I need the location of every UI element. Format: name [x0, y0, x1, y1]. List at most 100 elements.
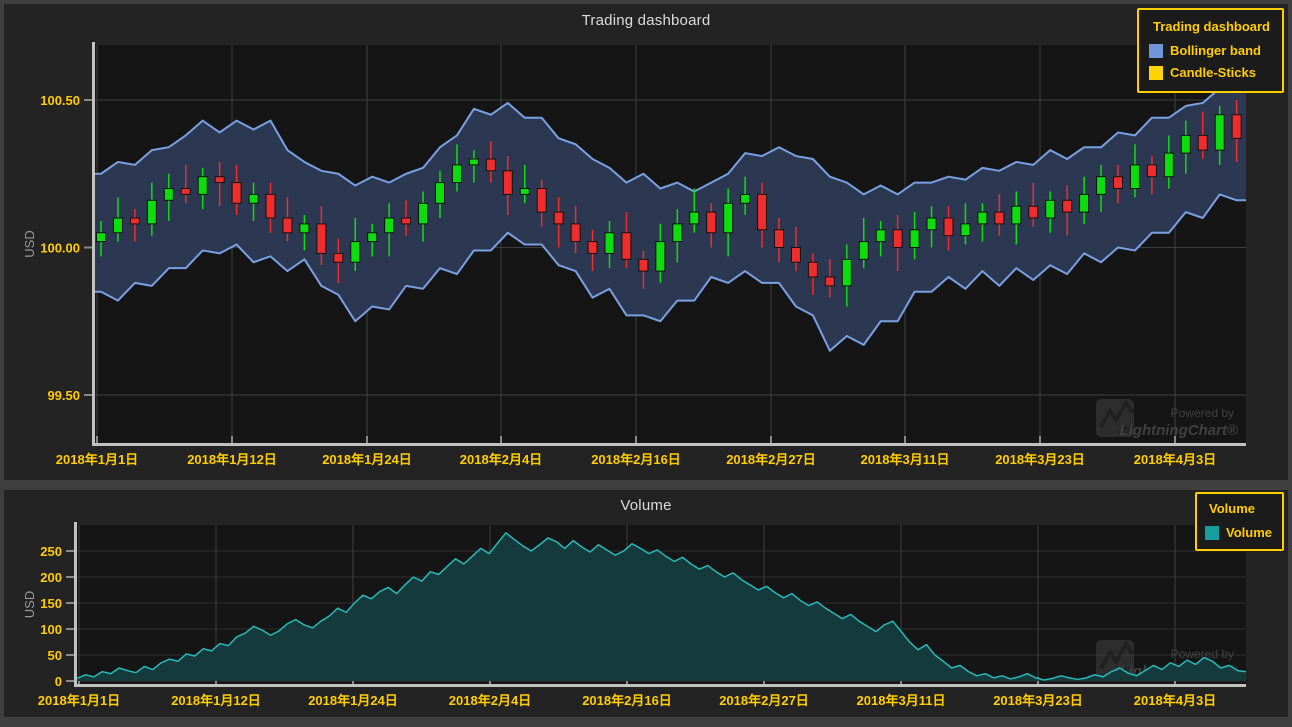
- y-axis-line[interactable]: [74, 522, 77, 687]
- candle-body: [774, 229, 784, 249]
- candle-body: [1028, 205, 1039, 219]
- price-chart-title: Trading dashboard: [581, 12, 711, 29]
- price-chart-panel: Trading dashboard JS Powered by LightningC…: [4, 4, 1288, 480]
- bollinger-upper-line: [95, 84, 1246, 196]
- candle-body: [214, 176, 225, 184]
- candle-body: [299, 223, 310, 234]
- candle-body: [1231, 114, 1242, 139]
- candle-body: [587, 241, 598, 254]
- candle-body: [163, 188, 174, 201]
- candle-body: [1180, 134, 1191, 154]
- logo-js-label: JS: [1118, 425, 1131, 436]
- candle-body: [435, 182, 445, 204]
- candle-body: [231, 182, 242, 204]
- candle-body: [1113, 176, 1123, 189]
- candle-body: [1129, 164, 1140, 189]
- legend-item-label: Candle-Sticks: [1169, 65, 1256, 80]
- candle-body: [604, 232, 615, 254]
- candle-body: [875, 229, 886, 243]
- legend-item-bollinger-band[interactable]: Bollinger band: [1148, 43, 1270, 58]
- x-axis-line[interactable]: [92, 443, 1246, 446]
- powered-by-label: Powered by: [1171, 647, 1234, 661]
- x-tick-label: 2018年1月12日: [171, 693, 261, 708]
- volume-chart-title: Volume: [620, 497, 672, 514]
- candle-body: [384, 217, 395, 234]
- x-tick-label: 2018年3月23日: [993, 693, 1083, 708]
- candle-body: [536, 188, 547, 213]
- candle-body: [807, 261, 818, 278]
- volume-chart-legend[interactable]: Volume Volume: [1195, 492, 1284, 551]
- candle-body: [333, 252, 344, 263]
- candle-body: [977, 211, 988, 225]
- lightning-zigzag-icon: [1099, 640, 1135, 669]
- x-tick-label: 2018年4月3日: [1134, 452, 1216, 467]
- y-tick-label: 250: [40, 544, 62, 559]
- x-tick-label: 2018年2月16日: [582, 693, 672, 708]
- candle-body: [367, 232, 378, 243]
- legend-item-label: Bollinger band: [1169, 43, 1261, 58]
- candle-body: [468, 158, 479, 166]
- legend-item-volume[interactable]: Volume: [1205, 525, 1272, 540]
- y-tick-label: 200: [40, 570, 62, 585]
- volume-line: [76, 532, 1247, 681]
- lightningchart-brand-label: LightningChart®: [1119, 422, 1238, 439]
- x-tick-label: 2018年2月27日: [726, 452, 816, 467]
- price-chart-legend[interactable]: Trading dashboard Bollinger band Candle-…: [1136, 8, 1284, 93]
- candle-body: [1079, 193, 1090, 213]
- y-tick-label: 99.50: [47, 388, 80, 403]
- candle-body: [943, 217, 954, 237]
- candle-body: [96, 232, 106, 243]
- x-tick-label: 2018年4月3日: [1134, 693, 1216, 708]
- candle-body: [112, 217, 123, 234]
- x-tick-label: 2018年1月24日: [322, 452, 412, 467]
- candle-body: [621, 232, 632, 260]
- y-tick-label: 150: [40, 596, 62, 611]
- candle-body: [1062, 199, 1073, 213]
- x-tick-label: 2018年3月23日: [995, 452, 1085, 467]
- candle-body: [757, 193, 768, 231]
- candle-body: [638, 258, 649, 272]
- bollinger-band-area: [95, 85, 1246, 351]
- y-axis-name: USD: [22, 591, 37, 618]
- candle-body: [570, 223, 581, 243]
- x-tick-label: 2018年2月16日: [591, 452, 681, 467]
- candle-body: [790, 247, 801, 263]
- candle-body: [892, 229, 903, 249]
- candle-body: [723, 202, 734, 234]
- x-tick-label: 2018年1月24日: [308, 693, 398, 708]
- candle-body: [994, 211, 1005, 225]
- legend-item-candle-sticks[interactable]: Candle-Sticks: [1148, 65, 1270, 80]
- candle-body: [909, 229, 920, 249]
- candle-body: [350, 241, 361, 263]
- y-axis-line[interactable]: [92, 42, 95, 446]
- candle-body: [740, 193, 751, 204]
- candle-body: [401, 217, 412, 225]
- candle-body: [197, 176, 208, 195]
- candlestick-series: [96, 100, 1242, 307]
- candle-body: [180, 188, 191, 195]
- x-tick-label: 2018年2月4日: [449, 693, 531, 708]
- y-tick-label: 100.50: [40, 93, 80, 108]
- candle-body: [960, 223, 971, 237]
- lightningchart-watermark[interactable]: JS Powered by LightningChart®: [1096, 399, 1239, 439]
- candle-body: [316, 223, 327, 254]
- candle-body: [1163, 152, 1174, 178]
- volume-area: [77, 532, 1246, 681]
- candle-body: [926, 217, 937, 231]
- y-tick-label: 100: [40, 622, 62, 637]
- candle-body: [485, 158, 496, 172]
- x-tick-label: 2018年2月27日: [719, 693, 809, 708]
- bollinger-band-swatch-icon: [1148, 43, 1163, 58]
- candle-body: [502, 170, 513, 195]
- candle-body: [1146, 164, 1157, 178]
- price-chart-plot[interactable]: JS Powered by LightningChart® 100.50 100.00 9…: [4, 4, 1288, 480]
- bollinger-lower-line: [95, 193, 1246, 352]
- candle-body: [841, 258, 852, 287]
- candle-body: [824, 276, 835, 287]
- candle-body: [418, 202, 429, 225]
- x-axis-line[interactable]: [74, 684, 1246, 687]
- candle-body: [282, 217, 293, 234]
- x-tick-label: 2018年3月11日: [857, 693, 946, 708]
